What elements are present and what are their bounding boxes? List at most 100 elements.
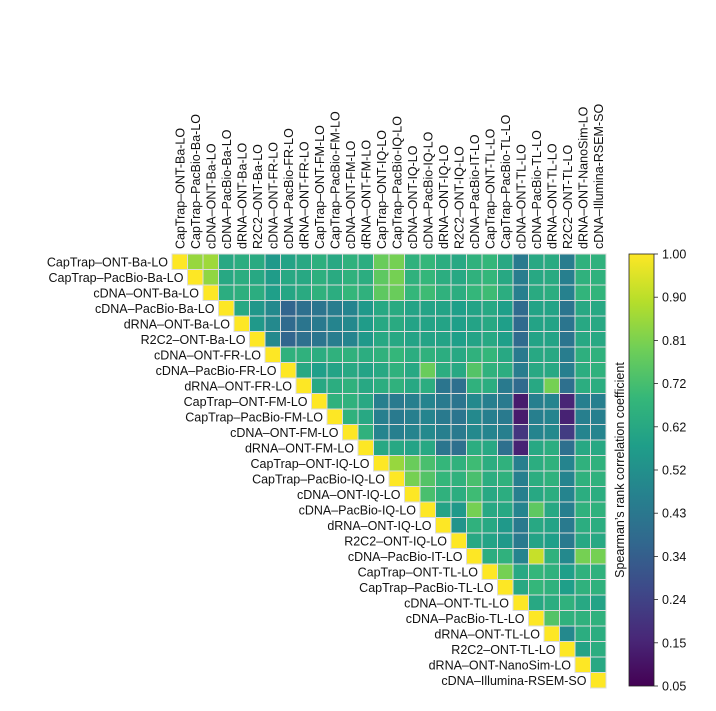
heatmap-cell-r7-c16 (419, 362, 436, 379)
heatmap-cell-r3-c17 (435, 300, 452, 317)
heatmap-cell-r8-c18 (450, 377, 467, 394)
heatmap-cell-r7-c12 (357, 362, 374, 379)
heatmap-cell-r9-c12 (357, 393, 374, 410)
heatmap-cell-r4-c18 (450, 315, 467, 332)
heatmap-cell-r4-c23 (528, 315, 545, 332)
column-label-11: cDNA–ONT-FM-LO (344, 140, 358, 249)
heatmap-cell-r11-c17 (435, 424, 452, 441)
heatmap-cell-r10-c27 (590, 408, 607, 425)
heatmap-cell-r0-c26 (574, 253, 591, 270)
heatmap-cell-r18-c19 (466, 532, 483, 549)
heatmap-cell-r14-c25 (559, 470, 576, 487)
column-label-1: CapTrap–PacBio-Ba-LO (189, 114, 203, 249)
heatmap-cell-r3-c16 (419, 300, 436, 317)
heatmap-cell-r2-c14 (388, 284, 405, 301)
column-label-25: R2C2–ONT-TL-LO (561, 145, 575, 249)
heatmap-cell-r17-c23 (528, 517, 545, 534)
column-label-12: dRNA–ONT-FM-LO (359, 140, 373, 249)
heatmap-cell-r4-c24 (543, 315, 560, 332)
heatmap-cell-r0-c24 (543, 253, 560, 270)
heatmap-cell-r12-c15 (404, 439, 421, 456)
heatmap-cell-r6-c16 (419, 346, 436, 363)
heatmap-cell-r17-c19 (466, 517, 483, 534)
heatmap-cell-r21-c26 (574, 579, 591, 596)
heatmap-cell-r9-c15 (404, 393, 421, 410)
row-label-6: cDNA–ONT-FR-LO (154, 348, 261, 362)
heatmap-cell-r4-c10 (326, 315, 343, 332)
heatmap-cell-r17-c22 (512, 517, 529, 534)
heatmap-cell-r1-c21 (497, 269, 514, 286)
heatmap-cell-r19-c19 (466, 548, 483, 565)
column-label-9: CapTrap–ONT-FM-LO (313, 125, 327, 249)
heatmap-cell-r18-c24 (543, 532, 560, 549)
heatmap-cell-r8-c14 (388, 377, 405, 394)
heatmap-cell-r10-c26 (574, 408, 591, 425)
heatmap-cell-r16-c18 (450, 501, 467, 518)
heatmap-cell-r11-c19 (466, 424, 483, 441)
colorbar-tick-label-8: 0.24 (662, 593, 686, 607)
row-label-3: cDNA–PacBio-Ba-LO (95, 302, 215, 316)
heatmap-cell-r14-c21 (497, 470, 514, 487)
heatmap-cell-r1-c27 (590, 269, 607, 286)
heatmap-cell-r4-c21 (497, 315, 514, 332)
heatmap-cell-r2-c25 (559, 284, 576, 301)
heatmap-cell-r0-c16 (419, 253, 436, 270)
heatmap-cell-r7-c20 (481, 362, 498, 379)
heatmap-cell-r1-c6 (264, 269, 281, 286)
heatmap-cell-r8-c9 (311, 377, 328, 394)
heatmap-cell-r1-c22 (512, 269, 529, 286)
heatmap-cell-r7-c21 (497, 362, 514, 379)
row-label-21: CapTrap–PacBio-TL-LO (359, 581, 494, 595)
column-label-27: cDNA–Illumina-RSEM-SO (592, 104, 606, 249)
heatmap-cell-r12-c24 (543, 439, 560, 456)
colorbar-tick-label-4: 0.62 (662, 420, 686, 434)
heatmap-cell-r10-c13 (373, 408, 390, 425)
heatmap-cell-r19-c25 (559, 548, 576, 565)
row-label-16: cDNA–PacBio-IQ-LO (299, 503, 417, 517)
heatmap-cell-r1-c15 (404, 269, 421, 286)
heatmap-cell-r5-c22 (512, 331, 529, 348)
heatmap-cell-r0-c4 (233, 253, 250, 270)
heatmap-cell-r1-c16 (419, 269, 436, 286)
heatmap-cell-r20-c23 (528, 563, 545, 580)
heatmap-cell-r17-c21 (497, 517, 514, 534)
heatmap-cell-r5-c16 (419, 331, 436, 348)
heatmap-cell-r23-c26 (574, 610, 591, 627)
heatmap-cell-r3-c20 (481, 300, 498, 317)
heatmap-cell-r9-c14 (388, 393, 405, 410)
heatmap-cell-r11-c27 (590, 424, 607, 441)
heatmap-cell-r11-c24 (543, 424, 560, 441)
heatmap-cell-r6-c22 (512, 346, 529, 363)
colorbar-tick-label-0: 1.00 (662, 248, 686, 262)
heatmap-cell-r22-c26 (574, 594, 591, 611)
heatmap-cell-r3-c26 (574, 300, 591, 317)
heatmap-cell-r15-c23 (528, 486, 545, 503)
heatmap-cell-r3-c13 (373, 300, 390, 317)
heatmap-cell-r20-c21 (497, 563, 514, 580)
heatmap-cell-r17-c26 (574, 517, 591, 534)
heatmap-cell-r0-c22 (512, 253, 529, 270)
heatmap-cell-r12-c18 (450, 439, 467, 456)
column-label-15: cDNA–ONT-IQ-LO (406, 145, 420, 249)
heatmap-cell-r19-c21 (497, 548, 514, 565)
heatmap-cell-r10-c18 (450, 408, 467, 425)
heatmap-cell-r12-c22 (512, 439, 529, 456)
heatmap-cell-r12-c17 (435, 439, 452, 456)
heatmap-cell-r4-c15 (404, 315, 421, 332)
heatmap-cell-r23-c25 (559, 610, 576, 627)
heatmap-cell-r1-c18 (450, 269, 467, 286)
heatmap-cell-r6-c18 (450, 346, 467, 363)
heatmap-cell-r6-c13 (373, 346, 390, 363)
column-label-18: R2C2–ONT-IQ-LO (452, 146, 466, 249)
heatmap-cell-r11-c21 (497, 424, 514, 441)
column-label-3: cDNA–PacBio-Ba-LO (220, 129, 234, 249)
heatmap-cell-r1-c26 (574, 269, 591, 286)
heatmap-cell-r18-c22 (512, 532, 529, 549)
column-label-7: cDNA–PacBio-FR-LO (282, 128, 296, 249)
column-label-6: cDNA–ONT-FR-LO (266, 142, 280, 249)
heatmap-cell-r22-c25 (559, 594, 576, 611)
heatmap-cell-r2-c13 (373, 284, 390, 301)
heatmap-cell-r4-c16 (419, 315, 436, 332)
heatmap-cell-r0-c8 (295, 253, 312, 270)
heatmap-cell-r8-c20 (481, 377, 498, 394)
